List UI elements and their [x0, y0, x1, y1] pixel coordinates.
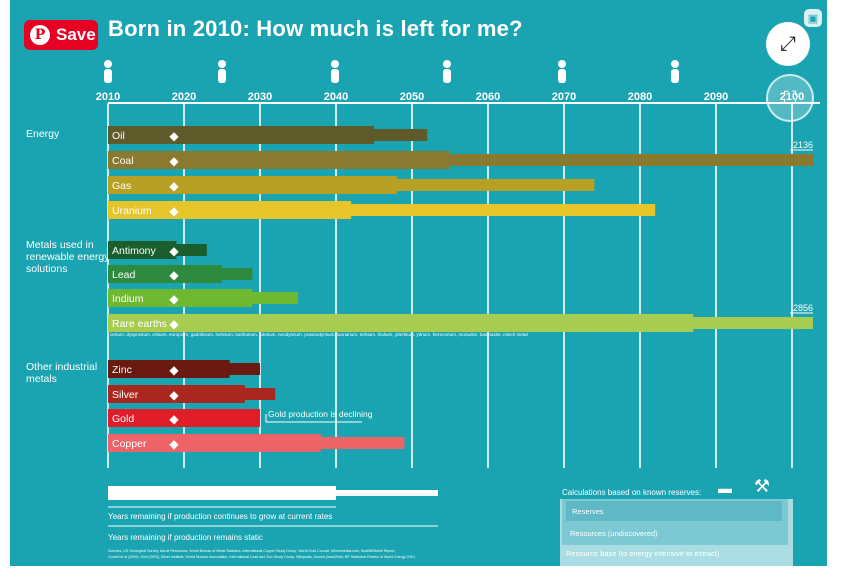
person-icon — [104, 60, 112, 83]
phone-icon: ◆ — [169, 412, 179, 426]
overflow-year-label: 2136 — [793, 140, 813, 150]
sources-line: Sources: US Geological Survey, Adroit Re… — [108, 549, 396, 553]
resource-label: Gas — [112, 180, 131, 192]
x-tick-label: 2040 — [324, 91, 348, 103]
overflow-year-label: 2856 — [793, 303, 813, 313]
reserves-box — [566, 501, 782, 521]
gold-annotation: Gold production is declining — [268, 409, 373, 419]
lightning-icon: ◆ — [169, 154, 179, 168]
growth-bar — [108, 314, 694, 332]
growth-bar — [108, 434, 321, 452]
family-icon — [443, 60, 451, 83]
expand-button[interactable]: ⤢ — [766, 22, 810, 66]
infographic-panel: 2010 2020 2030 2040 2050 2060 2070 2080 2090 2100… — [10, 0, 827, 566]
solar-panel-icon: ◆ — [169, 292, 179, 306]
resource-label: Lead — [112, 269, 136, 281]
car-icon: ◆ — [169, 268, 179, 282]
x-tick-label: 2010 — [96, 91, 120, 103]
x-tick-label: 2030 — [248, 91, 272, 103]
truck-icon: ▬ — [718, 480, 732, 496]
resource-label: Oil — [112, 130, 125, 142]
resource-label: Coal — [112, 155, 134, 167]
x-tick-label: 2050 — [400, 91, 424, 103]
x-tick-label: 2060 — [476, 91, 500, 103]
group-label: solutions — [26, 263, 67, 275]
rare-earths-list: cerium, dysprosium, erbium, europium, ga… — [110, 332, 528, 337]
x-tick-label: 2020 — [172, 91, 196, 103]
resource-label: Copper — [112, 438, 147, 450]
expand-icon: ⤢ — [780, 32, 796, 55]
radiation-icon: ◆ — [169, 204, 179, 218]
resources-label: Resources (undiscovered) — [570, 529, 658, 538]
elderly-couple-icon — [671, 60, 679, 83]
child-icon — [218, 60, 226, 83]
sources-line: Cordell et al (2009), Smil (2003), Silve… — [108, 555, 416, 559]
growth-bar — [108, 201, 352, 219]
lens-icon: ⛶ — [783, 87, 797, 108]
legend-static-text: Years remaining if production remains st… — [108, 533, 263, 542]
x-tick-label: 2070 — [552, 91, 576, 103]
bride-icon — [331, 60, 339, 83]
growth-bar — [108, 360, 230, 378]
growth-bar — [108, 241, 177, 259]
elder-icon — [558, 60, 566, 83]
resource-label: Indium — [112, 293, 144, 305]
resource-label: Silver — [112, 389, 139, 401]
group-label: renewable energy — [26, 251, 110, 263]
legend-static-bar — [108, 490, 438, 496]
zoom-lens-button[interactable]: ⛶ — [766, 74, 814, 122]
pinterest-icon: P — [30, 25, 50, 45]
group-label: metals — [26, 373, 57, 385]
pinterest-save-button[interactable]: P Save — [24, 20, 98, 50]
resource-label: Rare earths — [112, 318, 167, 330]
group-label: Other industrial — [26, 361, 97, 373]
reserves-label: Reserves — [572, 507, 604, 516]
battery-icon: ◆ — [169, 244, 179, 258]
resource-label: Antimony — [112, 245, 157, 257]
growth-bar — [108, 176, 397, 194]
calc-title: Calculations based on known reserves: — [562, 488, 701, 497]
group-label: Metals used in — [26, 239, 94, 251]
x-tick-label: 2080 — [628, 91, 652, 103]
faucet-icon: ◆ — [169, 437, 179, 451]
legend-growth-text: Years remaining if production continues … — [108, 512, 332, 521]
growth-bar — [108, 151, 450, 169]
save-label: Save — [56, 25, 96, 44]
visual-search-icon[interactable]: ▣ — [804, 9, 822, 27]
lightning-icon: ◆ — [169, 179, 179, 193]
growth-bar — [108, 265, 222, 283]
growth-bar — [108, 409, 260, 427]
resource-base-label: Resource base (to energy intensive to ex… — [566, 549, 720, 558]
growth-bar — [108, 385, 245, 403]
oil-pump-icon: ⚒ — [754, 476, 770, 496]
growth-bar — [108, 289, 253, 307]
fuel-pump-icon: ◆ — [169, 129, 179, 143]
x-tick-label: 2090 — [704, 91, 728, 103]
lifespan-chart: 2010 2020 2030 2040 2050 2060 2070 2080 2090 2100… — [26, 60, 820, 566]
resource-label: Zinc — [112, 364, 132, 376]
page-title: Born in 2010: How much is left for me? — [108, 16, 523, 41]
saxophone-icon: ◆ — [169, 363, 179, 377]
ring-icon: ◆ — [169, 388, 179, 402]
growth-bar — [108, 126, 374, 144]
wind-turbine-icon: ◆ — [169, 317, 179, 331]
group-label: Energy — [26, 128, 60, 140]
resource-label: Uranium — [112, 205, 152, 217]
resource-label: Gold — [112, 413, 134, 425]
